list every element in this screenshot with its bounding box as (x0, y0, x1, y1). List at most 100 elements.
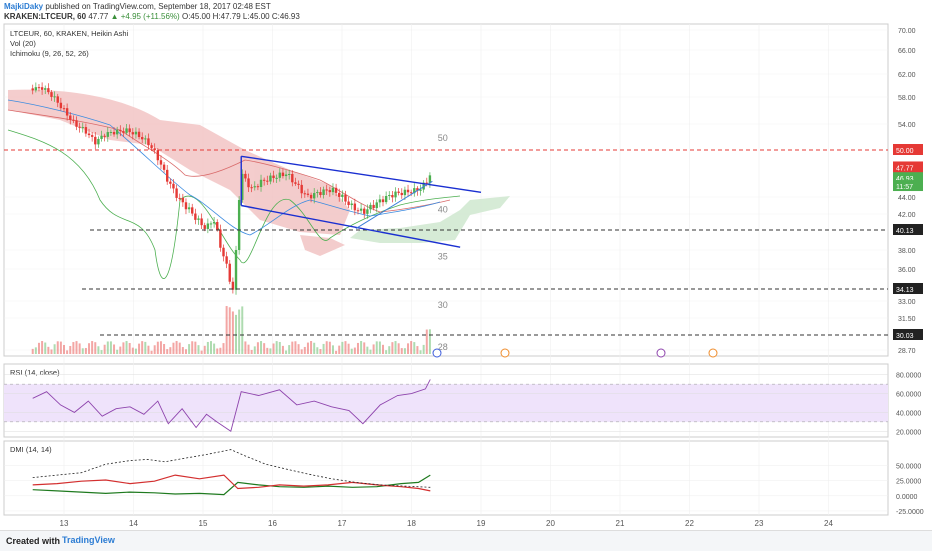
volume-bar (206, 341, 209, 354)
candle-body (115, 129, 119, 135)
candle-body (119, 129, 122, 132)
candle-body (241, 173, 244, 200)
price-pane[interactable] (3, 23, 889, 357)
candle-body (331, 187, 335, 193)
volume-bar (219, 347, 222, 354)
dmi-axis: 50.0000 25.0000 0.0000 -25.0000 (4, 463, 924, 516)
volume-bar (47, 346, 50, 354)
volume-bar (134, 348, 137, 354)
candle-body (266, 180, 269, 182)
candle-body (84, 127, 88, 134)
candle-body (184, 202, 188, 210)
candle-body (78, 126, 81, 128)
candle-body (97, 138, 100, 145)
candle-body (194, 213, 197, 220)
level-label: 30.03 (896, 333, 914, 340)
annotation-label: 50 (438, 133, 448, 143)
time-tick: 18 (407, 519, 416, 528)
volume-bar (169, 347, 172, 354)
annotation-label: 30 (438, 300, 448, 310)
candle-body (269, 175, 272, 182)
candle-body (369, 204, 372, 210)
volume-bar (297, 344, 300, 354)
volume-bar (141, 341, 144, 354)
volume-bar (166, 349, 169, 354)
candle-body (372, 204, 375, 209)
level-label-bg (893, 329, 923, 340)
candle-body (90, 135, 94, 137)
dmi-tick: 50.0000 (896, 463, 921, 470)
last-price: 47.77 (88, 12, 109, 21)
volume-bar (78, 343, 81, 354)
volume-bar (156, 341, 159, 354)
volume-bar (285, 350, 288, 354)
candle-body (209, 223, 213, 225)
volume-bar (88, 343, 91, 354)
candle-body (225, 256, 228, 264)
volume-bar (363, 342, 366, 354)
author-name[interactable]: MajkiDaky (4, 2, 44, 11)
candle-body (53, 96, 56, 98)
candle-body (275, 177, 278, 179)
volume-bar (241, 306, 244, 354)
volume-bar (291, 341, 294, 354)
event-icon[interactable] (656, 348, 666, 358)
current-price-label-bg (893, 161, 923, 173)
volume-bar (413, 342, 416, 354)
candle-body (100, 135, 103, 139)
candle-body (325, 189, 328, 191)
candle-body (303, 193, 307, 195)
candle-body (250, 187, 253, 189)
volume-bar (200, 350, 203, 354)
volume-bar (41, 341, 44, 354)
candle-body (178, 197, 181, 199)
candle-body (103, 135, 106, 137)
volume-bar (188, 344, 191, 354)
candle-body (197, 218, 200, 220)
time-tick: 21 (616, 519, 625, 528)
volume-bar (356, 342, 359, 354)
candle-body (272, 175, 275, 179)
channel-lines[interactable] (240, 155, 482, 248)
volume-bar (278, 341, 281, 354)
candle-body (147, 138, 150, 146)
volume-bar (113, 344, 116, 354)
time-tick: 23 (755, 519, 764, 528)
event-icons[interactable] (432, 348, 718, 358)
volume-bar (197, 345, 200, 354)
candle-body (400, 192, 403, 196)
volume-bar (428, 329, 431, 354)
volume-bar (422, 344, 425, 354)
candle-body (144, 138, 147, 140)
candle-body (397, 191, 400, 193)
volume-bar (66, 350, 69, 354)
price-tick: 36.00 (898, 267, 916, 274)
volume-bar (378, 341, 381, 354)
volume-bar (94, 342, 97, 354)
event-icon[interactable] (708, 348, 718, 358)
dmi-pane[interactable] (3, 440, 889, 516)
volume-bar (372, 344, 375, 354)
volume-bar (31, 348, 34, 354)
event-icon[interactable] (432, 348, 442, 358)
candle-body (256, 186, 260, 188)
candle-body (247, 178, 250, 188)
time-tick: 20 (546, 519, 555, 528)
volume-bar (391, 342, 394, 354)
chart-canvas[interactable]: 70.00 66.00 62.00 58.00 54.00 44.00 42.00 38.00… (0, 22, 932, 530)
tradingview-logo[interactable]: TradingView (62, 535, 115, 545)
volume-bar (328, 341, 331, 354)
volume-bar (250, 349, 253, 354)
volume-bar (138, 343, 141, 354)
candle-body (413, 188, 416, 194)
volume-bar (275, 341, 278, 354)
price-tick: 38.00 (898, 248, 916, 255)
candle-body (122, 131, 125, 133)
price-tick: 31.50 (898, 316, 916, 323)
dmi-legend: DMI (14, 14) (10, 445, 52, 454)
volume-bar (72, 342, 75, 354)
candle-body (262, 179, 266, 181)
rsi-axis: 80.0000 60.0000 40.0000 20.0000 (4, 373, 921, 436)
event-icon[interactable] (500, 348, 510, 358)
volume-bar (100, 350, 103, 354)
